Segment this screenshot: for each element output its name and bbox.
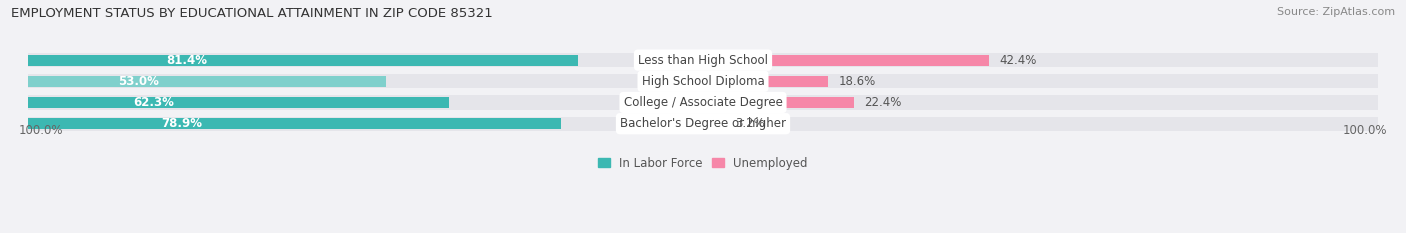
Text: Bachelor's Degree or higher: Bachelor's Degree or higher: [620, 117, 786, 130]
Legend: In Labor Force, Unemployed: In Labor Force, Unemployed: [593, 152, 813, 175]
Text: 81.4%: 81.4%: [166, 54, 207, 67]
Text: 100.0%: 100.0%: [1343, 124, 1388, 137]
Bar: [28, 97, 449, 108]
Text: 62.3%: 62.3%: [134, 96, 174, 109]
Bar: [28, 55, 578, 66]
Text: 78.9%: 78.9%: [162, 117, 202, 130]
Text: 100.0%: 100.0%: [18, 124, 63, 137]
Bar: [28, 76, 387, 87]
Text: 3.2%: 3.2%: [735, 117, 765, 130]
Text: 53.0%: 53.0%: [118, 75, 159, 88]
Text: Less than High School: Less than High School: [638, 54, 768, 67]
Bar: [28, 74, 1378, 89]
Text: 22.4%: 22.4%: [865, 96, 901, 109]
Text: High School Diploma: High School Diploma: [641, 75, 765, 88]
Bar: [703, 55, 988, 66]
Text: 18.6%: 18.6%: [838, 75, 876, 88]
Text: College / Associate Degree: College / Associate Degree: [624, 96, 782, 109]
Text: 42.4%: 42.4%: [1000, 54, 1036, 67]
Bar: [703, 76, 828, 87]
Bar: [28, 95, 1378, 110]
Bar: [28, 53, 1378, 67]
Text: EMPLOYMENT STATUS BY EDUCATIONAL ATTAINMENT IN ZIP CODE 85321: EMPLOYMENT STATUS BY EDUCATIONAL ATTAINM…: [11, 7, 494, 20]
Bar: [28, 116, 1378, 131]
Text: Source: ZipAtlas.com: Source: ZipAtlas.com: [1277, 7, 1395, 17]
Bar: [703, 97, 853, 108]
Bar: [28, 118, 561, 129]
Bar: [703, 118, 724, 129]
